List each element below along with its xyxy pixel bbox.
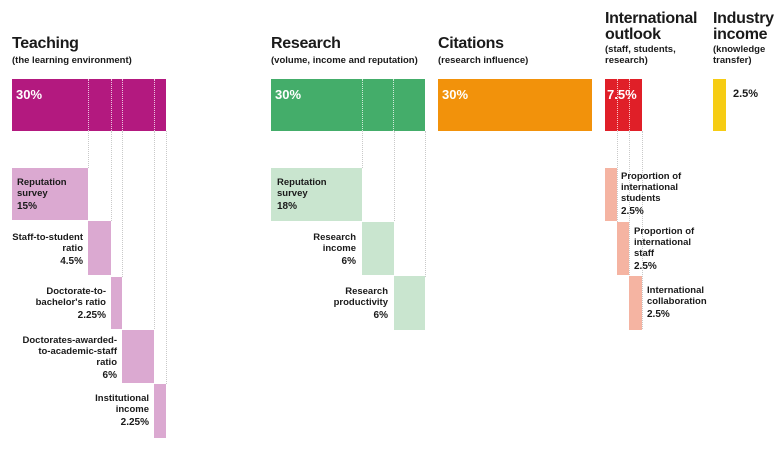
research-productivity-pct: 6% [373, 310, 388, 321]
international-collaboration-block [629, 276, 642, 330]
staff-to-student-label: Staff-to-student ratio 4.5% [12, 232, 83, 267]
research-income-label: Research income 6% [313, 232, 356, 267]
research-subtitle: (volume, income and reputation) [271, 55, 418, 66]
research-reputation-survey-block [271, 168, 362, 221]
citations-subtitle: (research influence) [438, 55, 529, 66]
teaching-weight-label: 30% [16, 87, 43, 102]
doctorates-awarded-block [122, 330, 154, 383]
international-weight-label: 7.5% [607, 87, 637, 102]
doctorate-to-bachelor-label: Doctorate-to-bachelor's ratio 2.25% [35, 286, 106, 321]
international-students-block [605, 168, 617, 221]
research-bar: 30% [271, 79, 425, 131]
research-title: Research [271, 35, 341, 52]
teaching-title: Teaching [12, 35, 79, 52]
teaching-reputation-survey-label: Reputation survey 15% [17, 177, 67, 212]
institutional-income-label: Institutional income 2.25% [95, 393, 149, 428]
research-productivity-label: Research productivity 6% [333, 286, 388, 321]
international-students-pct: 2.5% [621, 206, 644, 217]
industry-subtitle: (knowledge transfer) [713, 44, 766, 66]
international-staff-block [617, 222, 629, 275]
research-productivity-block [394, 276, 425, 330]
institutional-income-block [154, 384, 166, 438]
teaching-reputation-survey-block [12, 168, 88, 220]
teaching-reputation-survey-pct: 15% [17, 201, 38, 212]
citations-bar: 30% [438, 79, 592, 131]
doctorates-awarded-label: Doctorates-awarded-to-academic-staff rati… [22, 335, 118, 381]
teaching-bar: 30% [12, 79, 166, 131]
doctorate-to-bachelor-pct: 2.25% [77, 310, 106, 321]
industry-title: Industry income [713, 10, 774, 43]
doctorates-awarded-pct: 6% [102, 370, 117, 381]
citations-weight-label: 30% [442, 87, 469, 102]
international-collaboration-label: International collaboration 2.5% [647, 285, 707, 320]
industry-weight-label: 2.5% [733, 88, 759, 100]
teaching-subtitle: (the learning environment) [12, 55, 132, 66]
international-staff-pct: 2.5% [634, 261, 657, 272]
research-reputation-survey-pct: 18% [277, 201, 298, 212]
international-subtitle: (staff, students, research) [605, 44, 676, 66]
research-income-block [362, 222, 394, 275]
international-students-label: Proportion of international students 2.5% [621, 171, 682, 217]
research-weight-label: 30% [275, 87, 302, 102]
citations-title: Citations [438, 35, 504, 52]
international-bar: 7.5% [605, 79, 642, 131]
international-title: International outlook [605, 10, 698, 43]
research-reputation-survey-label: Reputation survey 18% [277, 177, 327, 212]
research-income-pct: 6% [341, 256, 356, 267]
international-collaboration-pct: 2.5% [647, 309, 670, 320]
staff-to-student-block [88, 221, 111, 275]
staff-to-student-pct: 4.5% [60, 256, 83, 267]
institutional-income-pct: 2.25% [120, 417, 149, 428]
doctorate-to-bachelor-block [111, 277, 122, 329]
industry-bar [713, 79, 726, 131]
international-staff-label: Proportion of international staff 2.5% [634, 226, 695, 272]
